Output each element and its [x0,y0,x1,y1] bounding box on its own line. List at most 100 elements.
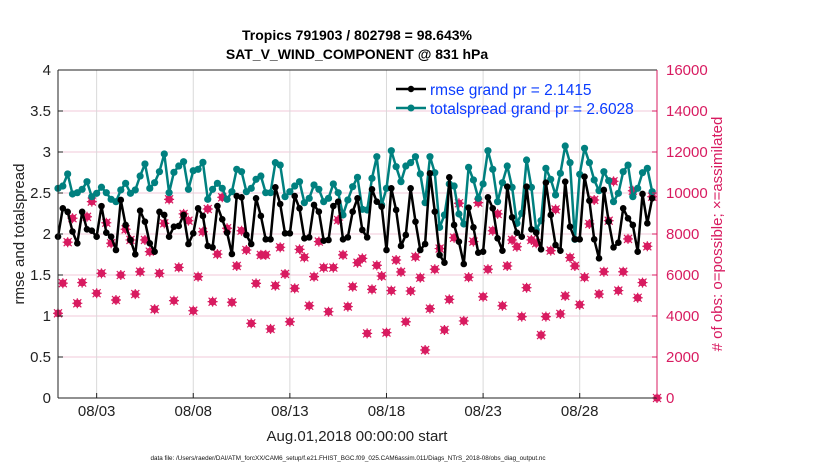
obs-assimilated-cross [391,255,402,266]
obs-assimilated-marker [168,295,179,306]
totalspread-point [349,183,357,191]
rmse-point [141,218,149,225]
obs-assimilated-cross [115,270,126,280]
totalspread-point [170,168,178,176]
y-tick-label-left: 3.5 [30,103,51,120]
totalspread-point [291,182,299,190]
obs-assimilated-marker [294,244,305,255]
rmse-point [296,205,303,212]
obs-assimilated-marker [492,208,503,219]
totalspread-point [556,169,564,177]
totalspread-point [503,162,511,170]
obs-assimilated-marker [458,315,469,326]
obs-assimilated-cross [193,271,204,282]
obs-assimilated-marker [115,270,126,280]
obs-assimilated-cross [284,316,295,327]
totalspread-point [194,165,202,173]
rmse-point [228,250,236,258]
rmse-point [445,174,453,181]
totalspread-point [237,168,246,176]
obs-assimilated-marker [217,192,228,203]
obs-assimilated-cross [110,295,121,306]
obs-assimilated-marker [362,328,373,339]
obs-assimilated-marker [468,236,479,247]
obs-assimilated-marker [222,223,233,234]
rmse-point [276,200,284,208]
rmse-point [407,185,414,192]
rmse-point [131,251,139,258]
rmse-point [615,239,622,246]
obs-assimilated-marker [463,272,474,283]
axes: 0 0.5 1 1.5 2 2.5 3 3.5 4 0 2000 4000 6000 8000 10000 1… [30,62,708,420]
legend: rmse grand pr = 2.1415 totalspread grand… [396,82,634,118]
obs-assimilated-marker [415,272,426,283]
y-tick-label-left: 4 [43,62,51,79]
obs-assimilated-marker [613,285,624,296]
rmse-point [64,208,71,216]
rmse-point [170,223,178,231]
obs-assimilated-cross [540,311,551,322]
rmse-point [392,206,400,214]
rmse-point [368,186,376,193]
totalspread-point [324,194,333,202]
rmse-point [624,215,632,222]
obs-assimilated-cross [299,252,310,263]
obs-assimilated-marker [550,204,561,215]
obs-assimilated-marker [381,327,392,338]
obs-assimilated-cross [318,262,329,273]
obs-assimilated-marker [444,294,455,305]
totalspread-point [286,188,294,196]
obs-assimilated-marker [91,288,102,299]
rmse-point [397,242,405,250]
obs-assimilated-cross [246,318,257,329]
rmse-point [156,208,163,216]
obs-assimilated-marker [598,266,609,277]
rmse-point [175,222,183,230]
y-tick-label-right: 0 [666,390,674,407]
totalspread-point [208,185,217,193]
totalspread-point [179,158,188,166]
totalspread-point [266,189,275,197]
rmse-point [136,207,144,215]
obs-assimilated-marker [400,316,411,327]
obs-assimilated-cross [62,237,73,248]
totalspread-point [397,178,405,186]
obs-assimilated-cross [410,251,421,262]
obs-assimilated-cross [511,241,522,252]
totalspread-point [634,184,642,192]
footnote-data-file: data file: /Users/raeder/DAI/ATM_forcXX/… [150,455,545,462]
obs-assimilated-marker [478,291,489,302]
rmse-point [494,235,501,242]
rmse-point [247,240,255,248]
totalspread-point [416,170,424,178]
totalspread-point [474,194,482,202]
rmse-point [455,238,463,246]
totalspread-point [228,188,236,196]
totalspread-point [484,147,492,155]
obs-assimilated-cross [241,244,252,255]
rmse-point [489,205,497,212]
rmse-point [334,198,342,205]
y-tick-label-left: 2 [43,226,51,243]
rmse-point [648,195,656,202]
obs-assimilated-cross [395,266,406,277]
obs-assimilated-cross [424,303,435,314]
obs-assimilated-cross [202,203,213,214]
rmse-point [595,255,603,262]
obs-assimilated-cross [579,272,590,283]
obs-assimilated-cross [531,238,542,249]
totalspread-point [643,164,651,172]
y-tick-label-left: 0.5 [30,349,51,366]
totalspread-point [542,164,550,172]
obs-assimilated-marker [96,268,107,279]
rmse-point [146,240,154,247]
obs-assimilated-cross [381,327,392,338]
rmse-point [590,236,598,243]
rmse-point [639,190,646,198]
obs-assimilated-marker [429,264,440,275]
obs-assimilated-cross [507,234,518,245]
rmse-point [450,221,458,229]
line-series [54,142,656,268]
obs-assimilated-cross [164,194,175,205]
rmse-point [605,218,612,225]
